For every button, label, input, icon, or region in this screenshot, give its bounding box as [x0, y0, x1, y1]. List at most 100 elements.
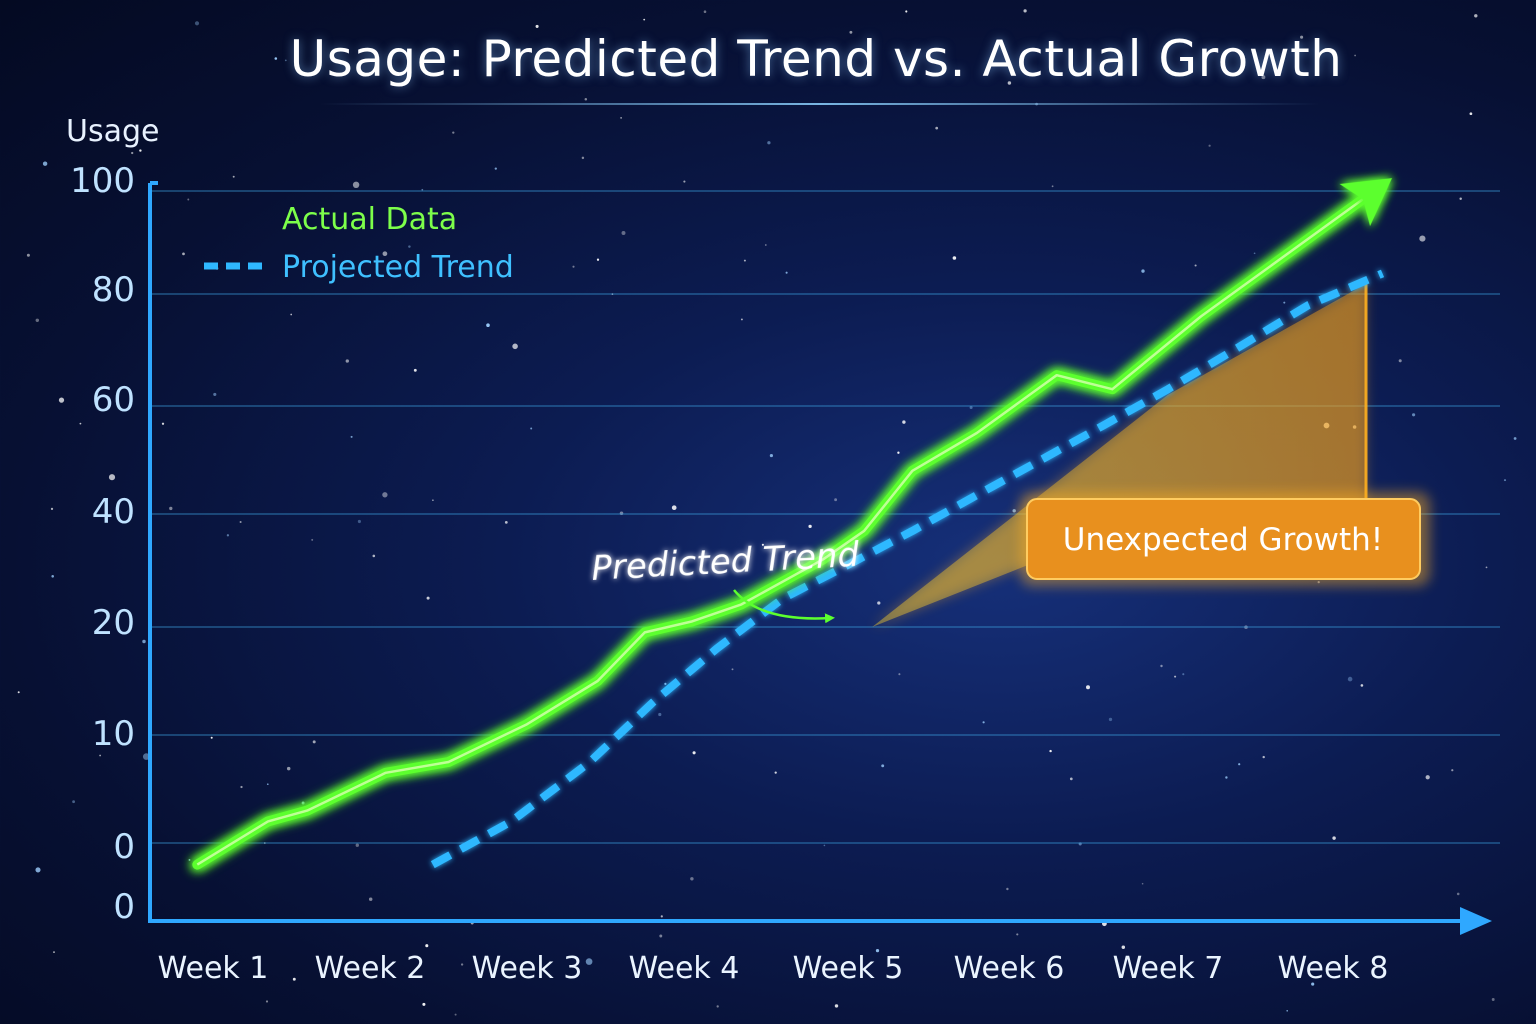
- predicted-trend-pointer: [733, 589, 835, 624]
- star: [1086, 685, 1090, 690]
- star: [660, 915, 663, 918]
- star: [1174, 675, 1177, 678]
- star: [535, 24, 539, 28]
- star: [51, 575, 54, 578]
- star: [902, 420, 906, 424]
- star: [312, 740, 316, 744]
- star: [504, 521, 508, 524]
- star: [982, 721, 985, 724]
- star: [99, 754, 101, 757]
- legend-label-projected: Projected Trend: [282, 250, 514, 285]
- y-tick-label: 60: [92, 380, 135, 420]
- star: [486, 323, 490, 328]
- y-axis-label: Usage: [66, 114, 160, 149]
- star: [58, 397, 65, 403]
- star: [53, 951, 55, 953]
- star: [877, 601, 881, 605]
- star: [1485, 566, 1488, 569]
- star: [1253, 252, 1256, 255]
- star: [188, 858, 191, 861]
- star: [584, 97, 588, 101]
- star: [226, 534, 230, 537]
- star: [1007, 81, 1012, 85]
- star: [1412, 413, 1416, 417]
- star: [808, 524, 812, 529]
- star: [35, 867, 41, 873]
- star: [1225, 776, 1228, 779]
- star: [311, 538, 314, 541]
- star: [671, 505, 677, 511]
- star: [620, 117, 622, 119]
- star: [1208, 144, 1211, 147]
- star: [1069, 777, 1073, 781]
- star: [1286, 1010, 1288, 1012]
- star: [1035, 102, 1038, 106]
- star: [352, 181, 360, 189]
- star: [690, 877, 694, 881]
- star: [881, 764, 885, 768]
- series-actual-data: [190, 178, 1393, 872]
- y-tick-label: 40: [92, 492, 135, 532]
- star: [664, 682, 667, 686]
- y-tick-labels: 0 0 10 20 40 60 80 100: [70, 161, 135, 927]
- star: [213, 392, 217, 396]
- star: [897, 451, 900, 454]
- star: [454, 1013, 457, 1016]
- y-tick-label: 0: [113, 887, 135, 927]
- star: [596, 258, 600, 261]
- star: [425, 944, 429, 948]
- star: [452, 131, 455, 134]
- star: [743, 259, 746, 262]
- star: [232, 175, 235, 178]
- series-projected-trend: [430, 269, 1385, 869]
- annotations: Predicted Trend Unexpected Growth!: [590, 492, 1430, 624]
- star: [898, 673, 901, 676]
- star: [413, 368, 417, 372]
- star: [290, 313, 293, 316]
- star: [1469, 112, 1473, 116]
- star: [683, 180, 686, 183]
- x-tick-label: Week 8: [1278, 951, 1389, 986]
- star: [426, 596, 430, 600]
- star: [1051, 185, 1054, 188]
- star: [716, 1005, 719, 1008]
- star: [494, 167, 497, 170]
- star: [1141, 269, 1145, 273]
- star: [1419, 235, 1426, 242]
- star: [1261, 75, 1266, 80]
- star: [1459, 197, 1462, 200]
- star: [420, 975, 423, 978]
- star: [266, 783, 269, 786]
- x-tick-label: Week 4: [629, 951, 740, 986]
- star: [1491, 998, 1495, 1001]
- axes: [148, 181, 1492, 935]
- star: [785, 271, 788, 274]
- star: [1311, 982, 1315, 986]
- legend: Actual Data Projected Trend: [204, 202, 514, 285]
- star: [1016, 933, 1019, 936]
- star: [823, 844, 826, 847]
- star: [1182, 673, 1185, 676]
- star: [372, 554, 376, 558]
- star: [1012, 509, 1016, 513]
- star: [460, 963, 464, 966]
- x-tick-label: Week 2: [315, 951, 426, 986]
- star: [284, 59, 287, 62]
- star: [1347, 676, 1353, 682]
- star: [422, 1002, 426, 1006]
- star: [1398, 359, 1402, 363]
- star: [161, 422, 165, 425]
- growth-arrow-icon: [1339, 178, 1393, 227]
- star: [769, 454, 773, 458]
- star: [767, 141, 771, 145]
- star: [905, 10, 908, 13]
- star: [621, 231, 626, 235]
- x-tick-label: Week 7: [1113, 951, 1224, 986]
- star: [761, 543, 764, 546]
- star: [1238, 763, 1241, 766]
- star: [50, 507, 54, 511]
- star: [169, 506, 173, 511]
- growth-gap-area: [872, 283, 1366, 627]
- star: [301, 801, 305, 805]
